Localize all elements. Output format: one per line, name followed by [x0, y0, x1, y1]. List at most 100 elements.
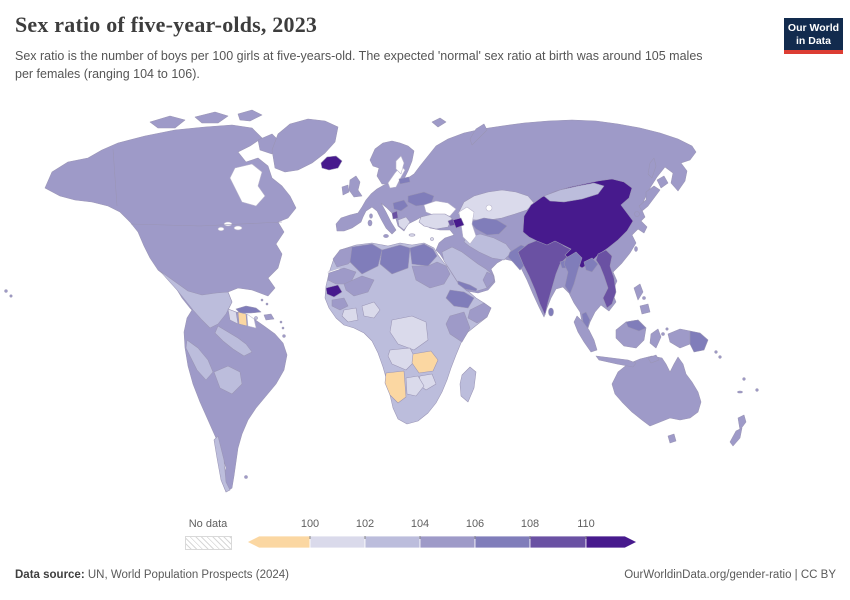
country-myanmar[interactable] — [563, 251, 583, 295]
region-west-new-guinea[interactable] — [667, 328, 691, 349]
country-papua-new-guinea[interactable] — [689, 330, 709, 353]
island-hawaii[interactable] — [4, 289, 8, 293]
region-guinea[interactable] — [331, 297, 349, 311]
island-crete[interactable] — [408, 233, 416, 237]
island-sulawesi[interactable] — [649, 328, 662, 349]
country-sudan[interactable] — [411, 261, 451, 289]
arctic-island[interactable] — [237, 109, 263, 122]
island-timor[interactable] — [647, 354, 660, 364]
country-zambia[interactable] — [411, 350, 439, 374]
country-albania[interactable] — [391, 210, 399, 220]
country-mexico[interactable] — [159, 270, 233, 329]
island-taiwan[interactable] — [634, 246, 638, 252]
island-hispaniola[interactable] — [263, 313, 275, 321]
landmass-north-america[interactable] — [44, 124, 297, 357]
country-drc[interactable] — [389, 315, 429, 351]
country-ethiopia[interactable] — [445, 289, 475, 309]
island-fiji[interactable] — [755, 388, 759, 392]
legend-segment-lt100[interactable] — [247, 536, 311, 548]
new-zealand-south[interactable] — [729, 427, 743, 447]
world-map[interactable] — [0, 105, 850, 505]
region-serbia-balkans[interactable] — [392, 199, 409, 212]
legend-segment-102-104[interactable] — [364, 536, 421, 548]
region-kenya-tanzania[interactable] — [445, 311, 471, 343]
island-sardinia[interactable] — [367, 219, 373, 227]
island-novaya-zemlya[interactable] — [469, 123, 488, 146]
island-falklands[interactable] — [244, 475, 248, 479]
country-bolivia[interactable] — [213, 365, 243, 395]
country-vietnam[interactable] — [595, 249, 617, 309]
country-suriname[interactable] — [237, 311, 248, 327]
country-azerbaijan[interactable] — [452, 217, 465, 229]
island-moluccas[interactable] — [665, 327, 669, 331]
country-senegal[interactable] — [325, 284, 343, 298]
country-oman[interactable] — [482, 271, 495, 289]
country-namibia[interactable] — [384, 370, 407, 404]
island-corsica[interactable] — [369, 213, 373, 219]
island-hawaii[interactable] — [9, 294, 13, 298]
legend-segment-104-106[interactable] — [419, 536, 476, 548]
new-zealand-north[interactable] — [737, 414, 747, 431]
legend-segment-100-102[interactable] — [309, 536, 366, 548]
country-iran[interactable] — [463, 233, 513, 261]
island-solomon[interactable] — [714, 350, 718, 354]
country-cuba[interactable] — [235, 305, 262, 314]
country-mali[interactable] — [343, 275, 375, 297]
arctic-island[interactable] — [149, 115, 186, 129]
legend-color-bar[interactable] — [247, 536, 637, 548]
island-bahamas[interactable] — [260, 298, 264, 302]
island-trinidad[interactable] — [282, 334, 286, 338]
region-central-america[interactable] — [214, 325, 253, 357]
japan-hokkaido[interactable] — [656, 175, 669, 189]
country-nigeria[interactable] — [361, 301, 381, 319]
region-ghana-ivory-coast[interactable] — [341, 307, 359, 323]
country-uzbekistan[interactable] — [469, 217, 508, 236]
legend-segment-gt110[interactable] — [585, 536, 637, 548]
country-yemen[interactable] — [457, 280, 478, 292]
island-bahamas[interactable] — [265, 302, 269, 306]
country-mongolia[interactable] — [543, 182, 605, 203]
island-sumatra[interactable] — [573, 315, 598, 353]
island-new-caledonia[interactable] — [737, 390, 743, 394]
island-moluccas[interactable] — [661, 332, 665, 336]
country-algeria[interactable] — [349, 243, 383, 275]
attribution-link[interactable]: OurWorldinData.org/gender-ratio | CC BY — [624, 569, 836, 581]
country-peru[interactable] — [185, 339, 214, 381]
country-libya[interactable] — [379, 244, 411, 275]
legend-segment-108-110[interactable] — [529, 536, 587, 548]
island-jamaica[interactable] — [254, 316, 258, 320]
japan-honshu[interactable] — [638, 185, 661, 212]
island-solomon[interactable] — [718, 355, 722, 359]
island-antilles[interactable] — [279, 320, 283, 324]
country-egypt[interactable] — [409, 243, 438, 267]
country-laos[interactable] — [583, 257, 599, 273]
island-sicily[interactable] — [383, 234, 389, 238]
island-cyprus[interactable] — [430, 237, 434, 241]
philippines-luzon[interactable] — [633, 283, 644, 301]
country-guyana[interactable] — [227, 308, 239, 325]
philippines-visayas[interactable] — [642, 296, 646, 300]
island-antilles[interactable] — [281, 326, 285, 330]
country-madagascar[interactable] — [459, 366, 477, 403]
country-greece[interactable] — [397, 216, 411, 231]
philippines-mindanao[interactable] — [639, 303, 651, 315]
country-ireland[interactable] — [341, 184, 350, 196]
region-french-guiana[interactable] — [246, 313, 257, 329]
country-greenland[interactable] — [271, 118, 339, 173]
country-botswana[interactable] — [405, 375, 425, 397]
island-svalbard[interactable] — [431, 117, 447, 128]
legend-segment-106-108[interactable] — [474, 536, 531, 548]
country-united-kingdom[interactable] — [348, 175, 363, 198]
japan-kyushu[interactable] — [634, 211, 640, 217]
country-turkey[interactable] — [418, 213, 453, 230]
country-sri-lanka[interactable] — [548, 307, 554, 317]
country-latvia[interactable] — [398, 176, 411, 185]
country-australia[interactable] — [611, 355, 702, 427]
arctic-island[interactable] — [194, 111, 229, 124]
island-java[interactable] — [595, 355, 637, 368]
country-chile[interactable] — [213, 435, 231, 493]
legend-no-data-swatch[interactable] — [185, 536, 232, 550]
country-iceland[interactable] — [320, 155, 343, 171]
island-tasmania[interactable] — [667, 433, 677, 444]
country-angola[interactable] — [387, 347, 417, 371]
